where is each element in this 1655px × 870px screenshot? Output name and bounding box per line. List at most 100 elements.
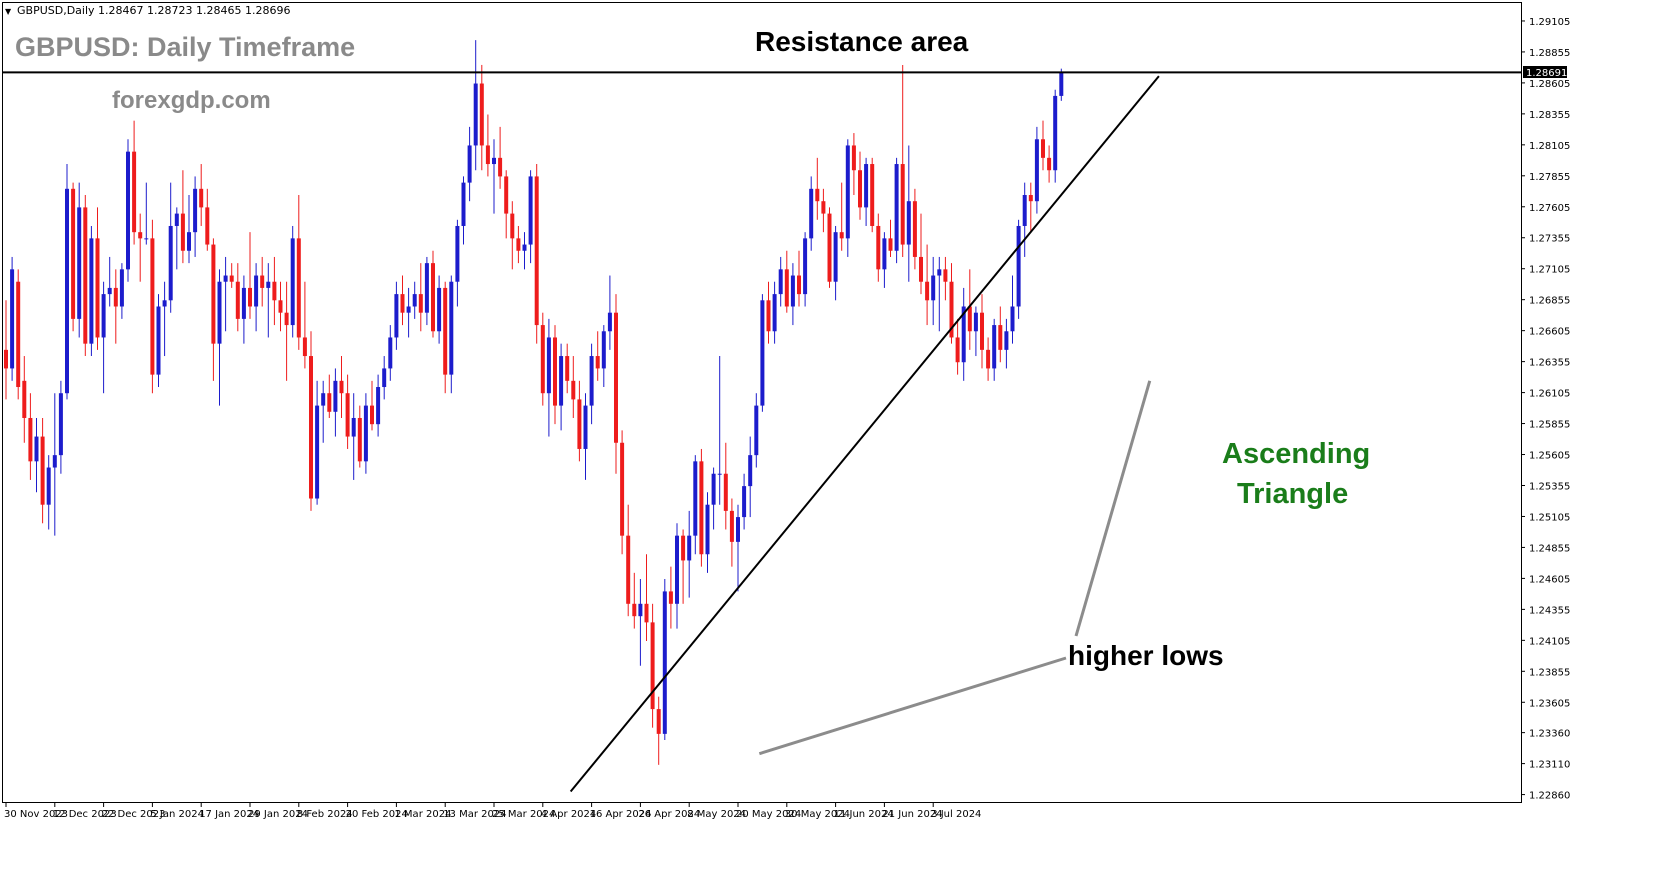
y-tick-label: 1.29105 — [1529, 17, 1570, 28]
candle — [912, 188, 917, 270]
candle — [144, 182, 149, 245]
y-tick-label: 1.26855 — [1529, 296, 1570, 307]
candle — [58, 380, 63, 474]
candle — [241, 275, 246, 344]
candle-body — [864, 164, 869, 208]
candle — [443, 281, 448, 394]
candle — [1004, 318, 1009, 369]
candle — [961, 287, 966, 381]
candle — [601, 325, 606, 388]
candle — [894, 157, 899, 264]
y-tick-label: 1.27855 — [1529, 172, 1570, 183]
x-tick-label: 16 Apr 2024 — [590, 809, 652, 820]
candle-body — [46, 467, 51, 505]
candle-body — [632, 603, 637, 617]
candle — [845, 139, 850, 257]
candle-body — [461, 182, 466, 226]
candle — [925, 244, 930, 326]
candle — [534, 164, 539, 344]
y-axis: 1.29105 1.28855 1.28605 1.28355 1.28105 1.278… — [1521, 17, 1570, 802]
candle-body — [254, 275, 259, 307]
candle — [382, 356, 387, 400]
candle — [376, 374, 381, 437]
candle — [650, 603, 655, 728]
candle — [858, 151, 862, 220]
candle-body — [162, 300, 167, 307]
candle-body — [912, 201, 917, 257]
candle — [52, 393, 57, 536]
support-trendline — [569, 75, 1160, 793]
candle-body — [357, 417, 362, 462]
candle-body — [241, 287, 246, 319]
candle — [455, 219, 460, 307]
candle — [906, 145, 911, 282]
candle — [260, 256, 265, 307]
candle-body — [992, 325, 997, 369]
candle — [370, 380, 374, 431]
candle-body — [870, 164, 875, 226]
x-tick-label: 17 Jan 2024 — [199, 809, 259, 820]
candle — [699, 448, 704, 567]
candle-body — [28, 417, 33, 462]
x-tick-label: 13 Mar 2024 — [443, 809, 506, 820]
candle-body — [309, 356, 313, 499]
candle — [876, 213, 881, 282]
candle-body — [437, 287, 442, 332]
candle-body — [296, 238, 301, 338]
candle-body — [815, 188, 820, 202]
candle-body — [711, 473, 716, 505]
candle-body — [10, 269, 15, 369]
candle-body — [418, 294, 423, 313]
y-tick-label: 1.28355 — [1529, 110, 1570, 121]
candle-body — [693, 461, 698, 536]
candle — [40, 417, 45, 524]
candle — [309, 331, 313, 511]
candle — [900, 64, 905, 257]
candle — [229, 263, 234, 288]
candle — [516, 225, 521, 264]
candle — [540, 312, 545, 406]
candle — [83, 195, 88, 357]
candle — [150, 219, 155, 394]
candle — [736, 504, 740, 592]
ohlc-arrow-icon: ▼ — [5, 7, 12, 16]
candle-body — [260, 275, 265, 288]
y-tick-label: 1.25605 — [1529, 451, 1570, 462]
candle — [955, 318, 960, 375]
pattern-label-line1: Ascending — [1222, 438, 1370, 470]
candle — [504, 170, 509, 239]
candle — [986, 337, 991, 381]
candle-body — [1034, 139, 1039, 202]
candle-body — [211, 244, 216, 344]
x-tick-label: 25 Mar 2024 — [492, 809, 555, 820]
candle-body — [620, 442, 625, 536]
candle — [998, 306, 1003, 363]
candle-body — [858, 170, 862, 208]
candle-body — [272, 281, 277, 301]
candle-body — [528, 176, 533, 245]
candle-body — [839, 232, 844, 239]
candle — [790, 263, 795, 326]
candle-body — [650, 622, 655, 710]
candle-body — [522, 244, 527, 251]
candle — [888, 219, 893, 257]
candle-body — [412, 294, 417, 307]
candle — [1041, 120, 1045, 171]
candle — [546, 318, 551, 437]
candle-body — [742, 486, 747, 518]
current-price-tag: 1.28691 — [1523, 66, 1567, 79]
y-tick-label: 1.27105 — [1529, 265, 1570, 276]
candle-body — [589, 356, 594, 406]
y-tick-label: 1.28855 — [1529, 48, 1570, 59]
candle-body — [443, 287, 448, 375]
y-tick-label: 1.24105 — [1529, 636, 1570, 647]
y-tick-label: 1.26355 — [1529, 358, 1570, 369]
watermark: forexgdp.com — [112, 87, 271, 114]
candle-body — [168, 225, 173, 301]
candle-body — [479, 83, 484, 146]
candle — [95, 207, 100, 350]
candle-body — [77, 207, 82, 319]
higher-lows-label: higher lows — [1068, 640, 1224, 671]
candle — [180, 170, 185, 264]
candle-body — [174, 213, 179, 226]
